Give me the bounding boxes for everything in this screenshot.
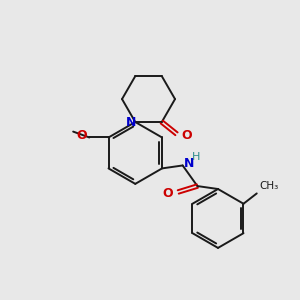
Text: CH₃: CH₃ (260, 181, 279, 191)
Text: O: O (162, 187, 173, 200)
Text: O: O (182, 129, 192, 142)
Text: O: O (76, 129, 87, 142)
Text: N: N (126, 116, 136, 128)
Text: N: N (184, 157, 194, 170)
Text: H: H (191, 152, 200, 162)
